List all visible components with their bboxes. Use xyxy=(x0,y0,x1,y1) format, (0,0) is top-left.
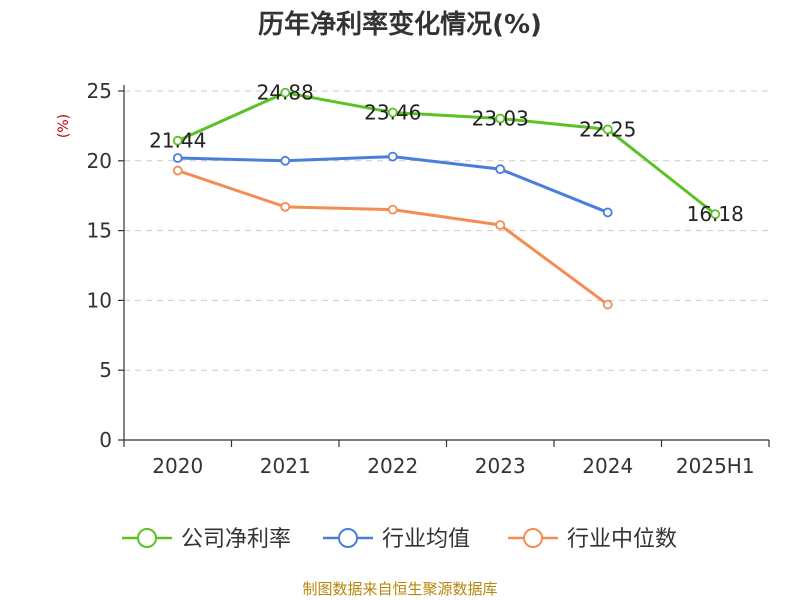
data-label: 24.88 xyxy=(257,81,314,105)
x-tick-label: 2025H1 xyxy=(676,454,755,478)
data-point[interactable] xyxy=(602,299,613,310)
series-layer xyxy=(172,87,721,310)
legend-label: 公司净利率 xyxy=(181,527,291,552)
chart-title: 历年净利率变化情况(%) xyxy=(258,9,542,40)
source-footer: 制图数据来自恒生聚源数据库 xyxy=(302,580,497,598)
x-tick-label: 2021 xyxy=(260,454,311,478)
legend-swatch-marker xyxy=(137,528,157,548)
legend[interactable]: 公司净利率 行业均值 行业中位数 xyxy=(122,527,677,552)
data-point[interactable] xyxy=(172,135,183,146)
legend-swatch-marker xyxy=(523,528,543,548)
legend-label: 行业中位数 xyxy=(567,527,677,552)
axes: 0 5 10 15 20 25 2020 2021 2022 2023 2024 2025H1 xyxy=(87,79,770,478)
series-1 xyxy=(172,151,613,218)
data-point[interactable] xyxy=(172,165,183,176)
series-line xyxy=(177,169,609,306)
legend-label: 行业均值 xyxy=(382,527,470,552)
data-label: 23.03 xyxy=(472,107,529,131)
series-0 xyxy=(172,87,721,220)
data-point[interactable] xyxy=(172,153,183,163)
legend-swatch-marker xyxy=(338,528,358,548)
y-tick-label: 10 xyxy=(87,288,112,312)
x-tick-label: 2020 xyxy=(152,454,203,478)
data-labels: 21.44 24.88 23.46 23.03 22.25 16.18 xyxy=(149,81,744,226)
data-label: 16.18 xyxy=(687,202,744,226)
x-tick-label: 2024 xyxy=(582,454,633,478)
series-line xyxy=(177,91,717,216)
legend-item[interactable]: 行业均值 xyxy=(323,527,470,552)
data-point[interactable] xyxy=(495,220,506,230)
data-label: 23.46 xyxy=(364,100,421,124)
x-tick-label: 2023 xyxy=(475,454,526,478)
series-2 xyxy=(172,165,613,310)
data-point[interactable] xyxy=(495,113,506,124)
data-point[interactable] xyxy=(710,209,721,220)
grid-lines xyxy=(124,90,769,371)
data-point[interactable] xyxy=(495,164,506,175)
series-line xyxy=(177,155,609,214)
y-tick-label: 25 xyxy=(87,79,112,103)
y-tick-label: 20 xyxy=(87,149,112,173)
data-point[interactable] xyxy=(387,204,398,215)
legend-item[interactable]: 公司净利率 xyxy=(122,527,291,552)
data-point[interactable] xyxy=(602,124,613,135)
data-point[interactable] xyxy=(387,151,398,162)
y-tick-label: 0 xyxy=(99,428,112,452)
y-tick-label: 5 xyxy=(99,358,112,382)
legend-item[interactable]: 行业中位数 xyxy=(508,527,677,552)
data-point[interactable] xyxy=(602,207,613,218)
y-axis-label: (%) xyxy=(56,114,72,138)
data-label: 22.25 xyxy=(579,117,636,141)
data-point[interactable] xyxy=(280,155,291,166)
data-point[interactable] xyxy=(280,87,291,98)
y-tick-label: 15 xyxy=(87,219,112,243)
x-tick-label: 2022 xyxy=(367,454,418,478)
data-label: 21.44 xyxy=(149,129,206,153)
data-point[interactable] xyxy=(280,201,291,212)
data-point[interactable] xyxy=(387,107,398,118)
